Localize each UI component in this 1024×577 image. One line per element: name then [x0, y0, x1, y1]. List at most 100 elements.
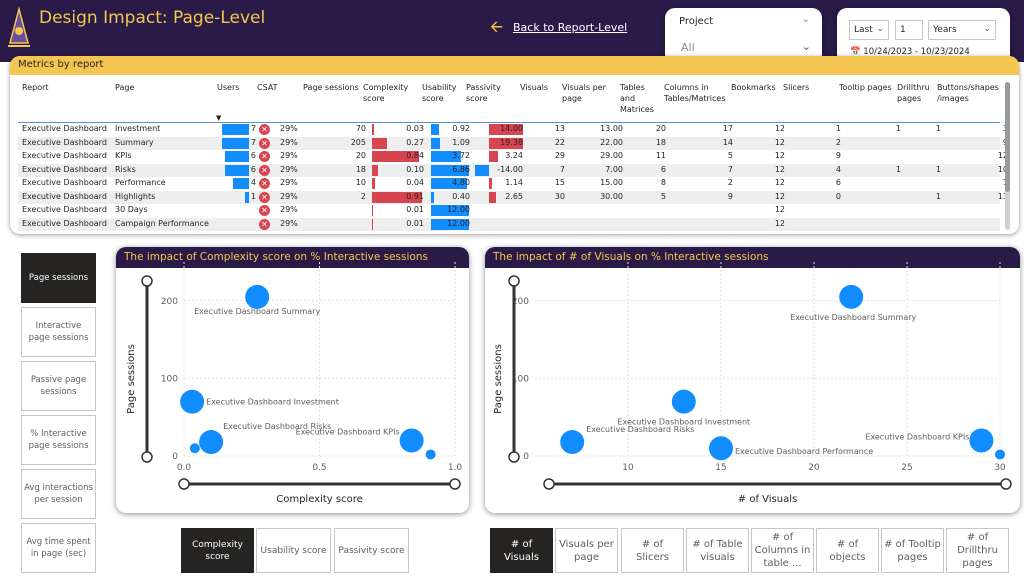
- measure-option[interactable]: % Interactive page sessions: [21, 415, 96, 465]
- column-header[interactable]: Usability score: [422, 83, 457, 103]
- column-header[interactable]: Passivity score: [466, 83, 501, 103]
- x-slider-handle[interactable]: [178, 478, 190, 490]
- data-bar: [431, 164, 469, 176]
- y-slider-handle[interactable]: [141, 275, 153, 287]
- measure-option[interactable]: Avg time spent in page (sec): [21, 523, 96, 573]
- data-point[interactable]: [189, 443, 200, 454]
- table-cell: 15: [554, 178, 565, 187]
- table-scroll-thumb[interactable]: [1005, 82, 1010, 192]
- column-header[interactable]: Tables and Matrices: [620, 83, 654, 114]
- table-row[interactable]: Executive Dashboard KPIs 6 ✕ 29% 20 0.84 3.72 3.…: [18, 150, 1008, 164]
- column-header[interactable]: Users: [217, 83, 240, 92]
- x-slider-handle[interactable]: [543, 478, 555, 490]
- table-row[interactable]: Executive Dashboard 30 Days ✕ 29% 0.01 12.00 1…: [18, 204, 1000, 218]
- table-cell: Executive Dashboard: [22, 178, 107, 187]
- column-header[interactable]: Visuals per page: [562, 83, 606, 103]
- data-point[interactable]: [245, 284, 270, 309]
- data-point[interactable]: [180, 389, 205, 414]
- visual-metric-option[interactable]: # of Columns in table ...: [751, 528, 814, 573]
- table-row[interactable]: Executive Dashboard Highlights 1 ✕ 29% 2 0.91 0…: [18, 190, 1008, 204]
- table-row[interactable]: Executive Dashboard Campaign Performance ✕…: [18, 217, 1000, 231]
- data-point[interactable]: [839, 284, 864, 309]
- visual-metric-option[interactable]: # of Slicers: [621, 528, 684, 573]
- date-filter: Last ⌄ 1 Years ⌄ 📅 10/24/2023 - 10/23/20…: [837, 8, 1010, 64]
- back-to-report-level-link[interactable]: 🡨 Back to Report-Level: [490, 19, 627, 35]
- column-header[interactable]: Page: [115, 83, 135, 92]
- data-point[interactable]: [671, 389, 696, 414]
- data-point[interactable]: [199, 430, 224, 455]
- score-option[interactable]: Usability score: [256, 528, 331, 573]
- table-cell: 10: [997, 164, 1008, 174]
- relative-dropdown[interactable]: Last ⌄: [849, 20, 889, 40]
- x-tick-label: 25: [901, 463, 912, 473]
- measure-option[interactable]: Avg interactions per session: [21, 469, 96, 519]
- column-header[interactable]: Buttons/shapes /images: [937, 83, 999, 103]
- measure-option[interactable]: Passive page sessions: [21, 361, 96, 411]
- visual-metric-option[interactable]: # of Drillthru pages: [946, 528, 1009, 573]
- column-header[interactable]: Tooltip pages: [839, 83, 892, 92]
- table-row[interactable]: Executive Dashboard Performance 4 ✕ 29% 10 0.0…: [18, 177, 1008, 191]
- x-slider-handle[interactable]: [1000, 478, 1012, 490]
- score-option[interactable]: Complexity score: [181, 528, 254, 573]
- measure-option[interactable]: Interactive page sessions: [21, 307, 96, 357]
- column-header[interactable]: CSAT: [257, 83, 278, 92]
- column-header[interactable]: Slicers: [783, 83, 810, 92]
- data-point[interactable]: [995, 449, 1005, 460]
- y-slider-handle[interactable]: [508, 451, 520, 463]
- table-cell: 12: [774, 124, 785, 133]
- score-option[interactable]: Passivity score: [334, 528, 409, 573]
- table-row[interactable]: Executive Dashboard Summary 7 ✕ 29% 205 0.27 1.…: [18, 136, 1008, 150]
- column-header[interactable]: Visuals: [520, 83, 549, 92]
- column-header[interactable]: Complexity score: [363, 83, 409, 103]
- table-cell: 1: [895, 164, 901, 174]
- y-slider-handle[interactable]: [508, 275, 520, 287]
- complexity-chart-title: The impact of Complexity score on % Inte…: [124, 251, 428, 263]
- measure-option[interactable]: Page sessions: [21, 253, 96, 303]
- column-header[interactable]: Columns in Tables/Matrices: [664, 83, 726, 103]
- table-cell: 2: [727, 178, 733, 187]
- date-range-text[interactable]: 📅 10/24/2023 - 10/23/2024: [850, 47, 970, 57]
- chevron-down-icon: ⌄: [983, 24, 991, 34]
- period-count-input[interactable]: 1: [895, 20, 923, 40]
- data-bar: [233, 178, 249, 189]
- table-row[interactable]: Executive Dashboard Risks 6 ✕ 29% 18 0.10 6.86-…: [18, 163, 1008, 177]
- x-slider-handle[interactable]: [449, 478, 461, 490]
- table-row[interactable]: Executive Dashboard Investment 7 ✕ 29% 70 0.03…: [18, 123, 1008, 137]
- project-dropdown[interactable]: All ⌄: [675, 38, 815, 58]
- visuals-chart-title: The impact of # of Visuals on % Interact…: [493, 251, 769, 263]
- logo-icon: [8, 6, 30, 47]
- data-bar: [431, 218, 469, 230]
- y-axis-title: Page sessions: [126, 344, 137, 414]
- visual-metric-option[interactable]: # of objects: [816, 528, 879, 573]
- column-header[interactable]: Drillthru pages: [897, 83, 930, 103]
- visual-metric-option[interactable]: Visuals per page: [555, 528, 618, 573]
- data-bar: [489, 178, 492, 189]
- data-bar: [372, 151, 419, 162]
- visual-metric-option[interactable]: # of Tooltip pages: [881, 528, 944, 573]
- data-point[interactable]: [399, 428, 424, 453]
- table-cell: 4: [250, 178, 256, 187]
- data-point[interactable]: [709, 436, 733, 461]
- data-point[interactable]: [425, 449, 436, 460]
- table-cell: 29%: [280, 178, 298, 187]
- csat-x-icon: ✕: [259, 124, 270, 135]
- table-cell: 6: [250, 164, 256, 174]
- table-cell: 29%: [280, 191, 298, 201]
- period-unit-dropdown[interactable]: Years ⌄: [928, 20, 996, 40]
- y-slider-handle[interactable]: [141, 451, 153, 463]
- project-filter-label: Project: [679, 16, 714, 27]
- data-point[interactable]: [969, 428, 994, 453]
- sort-descending-icon[interactable]: ▼: [216, 114, 222, 122]
- visual-metric-option[interactable]: # of Table visuals: [686, 528, 749, 573]
- table-cell: 29%: [280, 218, 298, 228]
- table-cell: 3: [963, 124, 1008, 133]
- column-header[interactable]: Page sessions: [303, 83, 359, 92]
- data-point[interactable]: [560, 430, 585, 455]
- chevron-down-icon[interactable]: ⌄: [801, 14, 810, 25]
- table-cell: 22.00: [600, 137, 623, 147]
- column-header[interactable]: Report: [22, 83, 49, 92]
- table-cell: Executive Dashboard: [22, 151, 107, 160]
- column-header[interactable]: Bookmarks: [731, 83, 776, 92]
- visual-metric-option[interactable]: # of Visuals: [490, 528, 553, 573]
- table-cell: 9: [727, 191, 733, 201]
